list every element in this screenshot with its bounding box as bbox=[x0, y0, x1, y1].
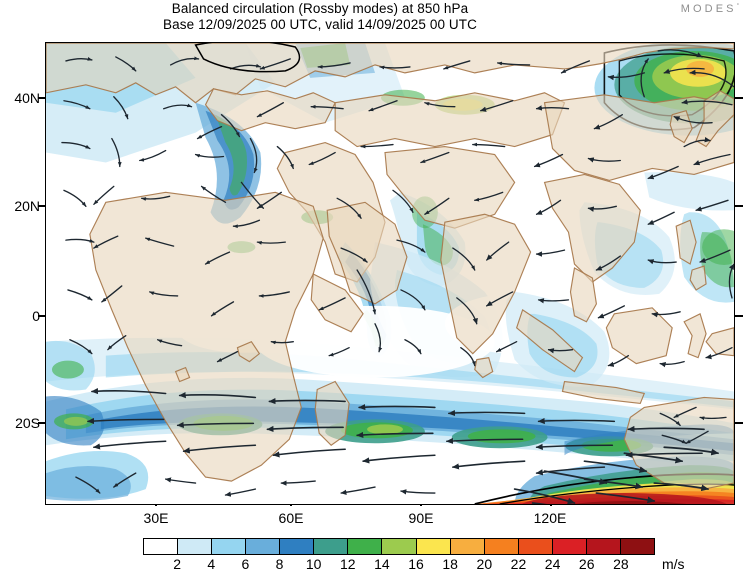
y-tick-label-20N: 20N bbox=[14, 198, 40, 214]
map-plot-area[interactable] bbox=[45, 42, 735, 505]
colorbar-tick-12: 12 bbox=[340, 556, 356, 572]
y-tick-right-40N bbox=[735, 97, 743, 99]
figure-subtitle: Base 12/09/2025 00 UTC, valid 14/09/2025… bbox=[163, 17, 477, 32]
y-tick-label-0: 0 bbox=[32, 308, 40, 324]
figure-title: Balanced circulation (Rossby modes) at 8… bbox=[0, 1, 640, 33]
x-tick-label-90E: 90E bbox=[408, 510, 434, 526]
colorbar-tick-16: 16 bbox=[408, 556, 424, 572]
land-layer bbox=[46, 43, 734, 490]
colorbar bbox=[143, 538, 655, 555]
y-tick-20S bbox=[38, 422, 46, 424]
colorbar-tick-8: 8 bbox=[275, 556, 284, 572]
wind-vector-layer bbox=[61, 49, 734, 504]
colorbar-unit-label: m/s bbox=[662, 556, 685, 572]
modes-logo-mark: ° bbox=[736, 3, 739, 10]
y-tick-40N bbox=[38, 97, 46, 99]
colorbar-tick-18: 18 bbox=[442, 556, 458, 572]
colorbar-cell-1 bbox=[178, 539, 213, 554]
colorbar-cell-3 bbox=[246, 539, 281, 554]
y-tick-20N bbox=[38, 205, 46, 207]
colorbar-cell-9 bbox=[450, 539, 485, 554]
colorbar-cell-4 bbox=[280, 539, 315, 554]
colorbar-tick-24: 24 bbox=[544, 556, 561, 572]
colorbar-cell-7 bbox=[382, 539, 417, 554]
colorbar-cell-5 bbox=[314, 539, 349, 554]
y-tick-right-0 bbox=[735, 315, 743, 317]
y-tick-label-40N: 40N bbox=[14, 90, 40, 106]
colorbar-tick-28: 28 bbox=[613, 556, 629, 572]
colorbar-cell-10 bbox=[484, 539, 519, 554]
y-tick-label-20S: 20S bbox=[15, 415, 40, 431]
colorbar-tick-22: 22 bbox=[510, 556, 527, 572]
x-tick-label-30E: 30E bbox=[143, 510, 169, 526]
colorbar-tick-4: 4 bbox=[207, 556, 216, 572]
colorbar-tick-6: 6 bbox=[241, 556, 250, 572]
contour-layer bbox=[194, 43, 301, 73]
colorbar-cell-8 bbox=[416, 539, 451, 554]
y-tick-right-20N bbox=[735, 205, 743, 207]
colorbar-cell-14 bbox=[620, 539, 654, 554]
colorbar-tick-20: 20 bbox=[476, 556, 493, 572]
y-tick-right-20S bbox=[735, 422, 743, 424]
y-tick-0 bbox=[38, 315, 46, 317]
colorbar-cell-0 bbox=[144, 539, 179, 554]
colorbar-cell-6 bbox=[348, 539, 383, 554]
colorbar-tick-10: 10 bbox=[305, 556, 322, 572]
colorbar-cell-11 bbox=[518, 539, 553, 554]
colorbar-tick-2: 2 bbox=[173, 556, 182, 572]
colorbar-cell-13 bbox=[586, 539, 621, 554]
modes-logo-text: MODES bbox=[680, 3, 737, 15]
colorbar-tick-labels: 2 4 6 8 10 12 14 16 18 20 22 24 26 28 bbox=[143, 556, 655, 574]
colorbar-tick-26: 26 bbox=[578, 556, 595, 572]
x-tick-label-60E: 60E bbox=[278, 510, 304, 526]
colorbar-tick-14: 14 bbox=[374, 556, 390, 572]
x-tick-label-120E: 120E bbox=[533, 510, 567, 526]
page-title: Balanced circulation (Rossby modes) at 8… bbox=[171, 1, 469, 16]
colorbar-cell-2 bbox=[212, 539, 247, 554]
wind-speed-map bbox=[46, 43, 734, 504]
colorbar-cell-12 bbox=[552, 539, 587, 554]
modes-logo: MODES° bbox=[681, 3, 739, 15]
